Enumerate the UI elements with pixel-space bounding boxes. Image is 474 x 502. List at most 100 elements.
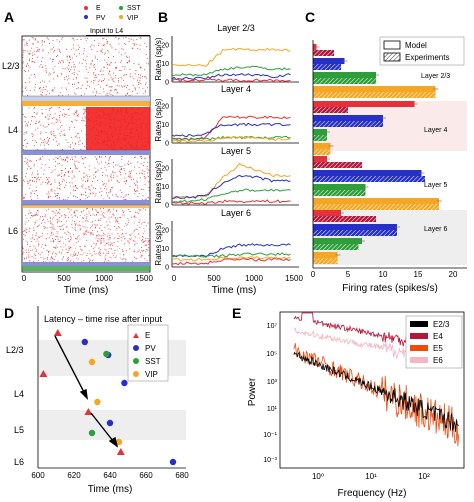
- spike-dot: [111, 253, 113, 255]
- raster-plot: [22, 37, 151, 271]
- spike-dot: [48, 180, 50, 182]
- spike-dot: [87, 71, 89, 73]
- spike-dot: [59, 185, 60, 187]
- spike-dot: [50, 172, 52, 173]
- spike-dot: [64, 187, 66, 188]
- spike-dot: [116, 228, 118, 229]
- spike-dot: [106, 183, 108, 185]
- spike-dot: [84, 146, 86, 148]
- spike-dot: [50, 132, 52, 134]
- spike-dot: [99, 251, 101, 253]
- spike-dot: [42, 80, 44, 82]
- spike-dot: [148, 156, 150, 158]
- spike-dot: [70, 192, 72, 194]
- spike-dot: [142, 239, 143, 240]
- spike-dot: [129, 186, 131, 188]
- spike-dot: [52, 233, 54, 235]
- spike-dot: [45, 227, 47, 229]
- spike-dot: [105, 186, 107, 187]
- spike-dot: [110, 175, 112, 177]
- spike-dot: [39, 87, 40, 89]
- spike-dot: [135, 156, 137, 158]
- legend-a-pv: PV: [96, 15, 106, 22]
- spike-dot: [48, 72, 50, 74]
- spike-dot: [75, 142, 76, 144]
- spike-dot: [89, 261, 90, 262]
- spike-dot: [46, 177, 47, 178]
- spike-dot: [121, 169, 122, 170]
- spike-dot: [47, 38, 49, 40]
- spike-dot: [48, 193, 50, 195]
- spike-dot: [45, 108, 47, 110]
- spike-dot: [102, 172, 104, 174]
- spike-dot: [78, 141, 80, 143]
- spike-dot: [33, 74, 35, 76]
- spike-dot: [27, 95, 28, 96]
- spike-dot: [24, 44, 26, 46]
- spike-dot: [110, 243, 112, 245]
- spike-dot: [115, 217, 116, 219]
- spike-dot: [34, 89, 35, 91]
- spike-dot: [34, 140, 36, 142]
- spike-dot: [41, 112, 43, 114]
- spike-dot: [45, 132, 47, 133]
- spike-dot: [44, 89, 46, 90]
- spike-dot: [70, 235, 72, 237]
- spike-dot: [100, 214, 102, 216]
- spike-dot: [93, 248, 95, 250]
- spike-dot: [66, 259, 68, 261]
- spike-dot: [149, 234, 151, 236]
- spike-dot: [147, 197, 149, 199]
- b-ylabel: Rates (sp/s): [154, 98, 163, 141]
- spike-dot: [121, 166, 123, 167]
- spike-dot: [46, 90, 48, 92]
- spike-dot: [110, 248, 112, 250]
- spike-dot: [54, 135, 56, 137]
- spike-dot: [75, 166, 76, 168]
- spike-dot: [76, 257, 77, 259]
- spike-dot: [134, 235, 136, 237]
- spike-dot: [37, 195, 38, 196]
- spike-dot: [59, 241, 60, 242]
- spike-dot: [135, 184, 136, 186]
- spike-dot: [95, 57, 97, 59]
- spike-dot: [61, 73, 63, 75]
- spike-dot: [119, 189, 121, 191]
- spike-dot: [138, 77, 140, 79]
- spike-dot: [36, 51, 38, 52]
- spike-dot: [53, 123, 55, 125]
- d-xtick-680: 680: [175, 471, 189, 480]
- spike-dot: [49, 223, 51, 224]
- spike-dot: [48, 177, 50, 178]
- d-legend-sst: SST: [145, 357, 161, 366]
- spike-dot: [74, 229, 76, 231]
- spike-dot: [48, 237, 50, 239]
- spike-dot: [103, 232, 104, 234]
- spike-dot: [55, 247, 57, 249]
- spike-dot: [54, 212, 56, 214]
- spike-dot: [62, 159, 64, 161]
- spike-dot: [73, 254, 74, 256]
- spike-dot: [88, 165, 90, 167]
- spike-dot: [34, 247, 36, 249]
- spike-dot: [64, 217, 66, 219]
- panel-b-xticks: 0 500 1000 1500: [172, 274, 304, 283]
- spike-dot: [53, 246, 55, 248]
- spike-dot: [25, 125, 27, 127]
- c-bar-experiment-hatch: [313, 230, 397, 236]
- spike-dot: [128, 174, 130, 176]
- spike-dot: [92, 208, 94, 210]
- spike-dot: [73, 72, 75, 73]
- spike-dot: [23, 238, 25, 240]
- spike-dot: [134, 87, 136, 89]
- spike-dot: [124, 226, 126, 227]
- spike-dot: [56, 75, 58, 76]
- spike-dot: [127, 93, 128, 95]
- spike-dot: [46, 250, 48, 251]
- spike-dot: [85, 220, 86, 222]
- spike-dot: [93, 192, 95, 194]
- spike-dot: [73, 234, 75, 235]
- spike-dot: [83, 252, 85, 254]
- spike-dot: [122, 66, 124, 67]
